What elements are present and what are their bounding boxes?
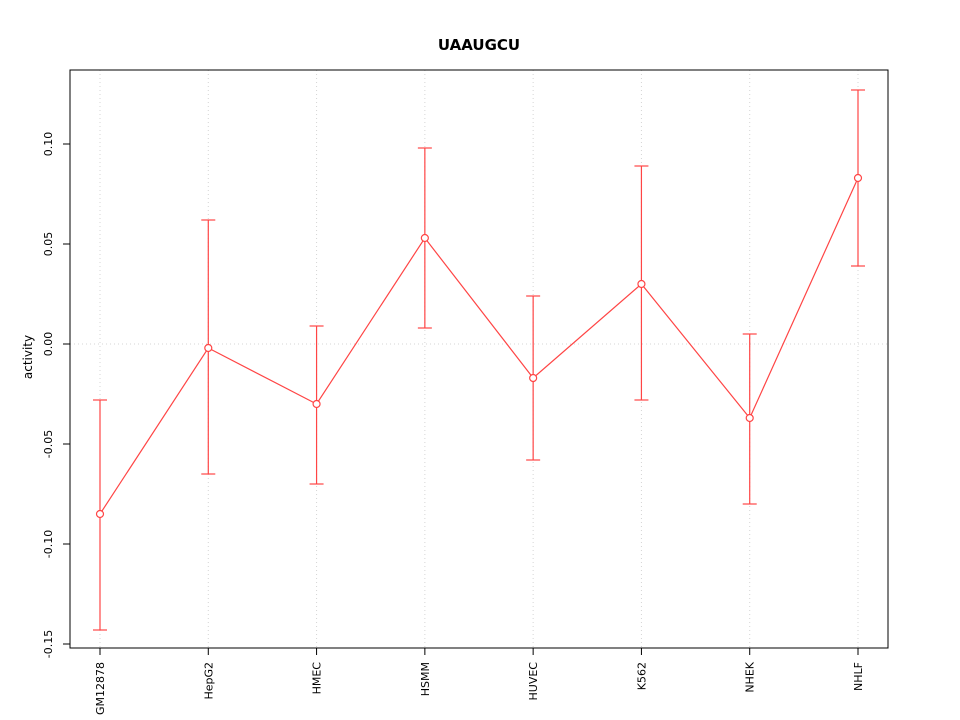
chart-title: UAAUGCU <box>437 36 521 54</box>
data-point <box>745 413 754 423</box>
x-tick-label: HUVEC <box>527 662 540 701</box>
x-tick-label: HepG2 <box>202 662 215 700</box>
x-tick-label: NHEK <box>744 661 757 692</box>
data-point <box>853 173 863 183</box>
y-tick-label: -0.15 <box>42 630 55 658</box>
y-tick-label: 0.10 <box>42 132 55 157</box>
y-tick-label: 0.05 <box>42 232 55 257</box>
x-tick-label: HMEC <box>311 662 324 695</box>
data-point <box>312 399 321 409</box>
data-point <box>637 279 646 289</box>
data-point <box>420 233 429 243</box>
y-tick-label: -0.10 <box>42 530 55 558</box>
x-tick-label: HSMM <box>419 662 432 696</box>
plot-border <box>69 69 889 649</box>
y-tick-label: -0.05 <box>42 430 55 458</box>
y-tick-label: 0.00 <box>42 332 55 357</box>
data-point <box>204 343 213 353</box>
x-tick-label: K562 <box>635 662 648 690</box>
series-line <box>99 177 859 515</box>
data-point <box>529 373 538 383</box>
x-tick-label: NHLF <box>852 662 865 691</box>
x-tick-label: GM12878 <box>94 662 107 715</box>
data-point <box>95 509 105 519</box>
